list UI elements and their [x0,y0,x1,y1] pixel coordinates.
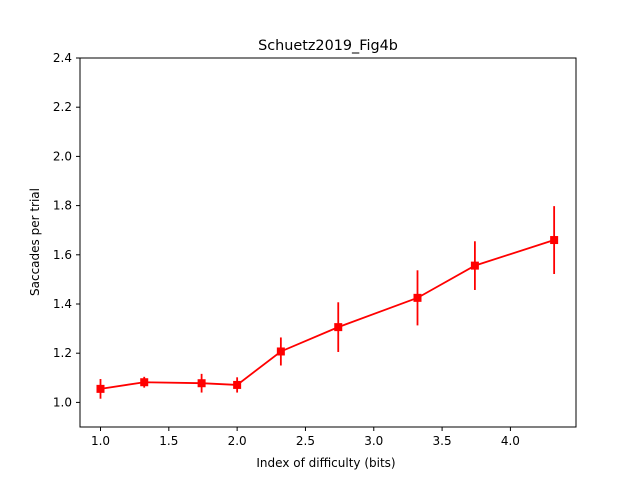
x-tick-label: 3.5 [433,434,452,448]
data-point [470,261,479,270]
chart-title: Schuetz2019_Fig4b [258,38,398,54]
data-point [334,323,343,332]
x-tick-label: 3.0 [364,434,383,448]
y-tick-label: 1.8 [53,199,72,213]
x-tick-label: 2.5 [296,434,315,448]
x-axis: 1.0 1.5 2.0 2.5 3.0 3.5 4.0 [91,427,520,448]
y-axis: 1.0 1.2 1.4 1.6 1.8 2.0 2.2 2.4 [53,51,80,409]
x-tick-label: 1.5 [159,434,178,448]
data-point [413,293,422,302]
x-tick-label: 2.0 [228,434,247,448]
y-tick-label: 2.4 [53,51,72,65]
y-tick-label: 1.2 [53,346,72,360]
data-point [233,380,242,389]
x-axis-label: Index of difficulty (bits) [256,456,395,470]
y-tick-label: 2.2 [53,100,72,114]
y-tick-label: 1.4 [53,297,72,311]
x-tick-label: 1.0 [91,434,110,448]
data-point [197,379,206,388]
data-point [140,378,149,387]
data-point [550,236,559,245]
x-tick-label: 4.0 [501,434,520,448]
y-tick-label: 1.0 [53,395,72,409]
data-point [276,347,285,356]
series-layer [96,206,559,399]
axes-frame [79,57,577,428]
y-axis-label: Saccades per trial [28,188,42,296]
y-tick-label: 2.0 [53,149,72,163]
y-tick-label: 1.6 [53,248,72,262]
data-point [96,384,105,393]
